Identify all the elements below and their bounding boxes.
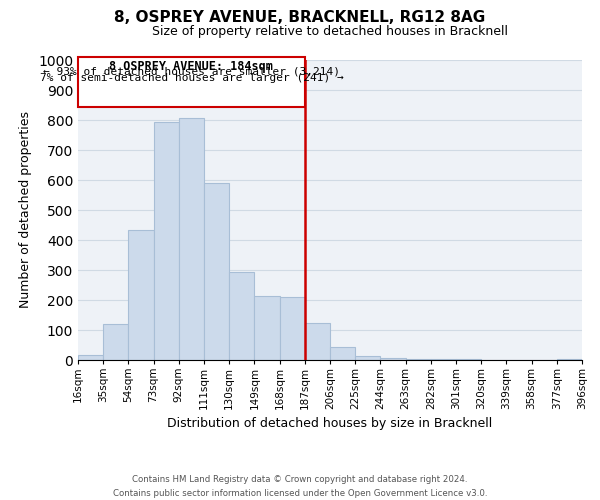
Text: ← 93% of detached houses are smaller (3,214): ← 93% of detached houses are smaller (3,… (43, 66, 340, 76)
Title: Size of property relative to detached houses in Bracknell: Size of property relative to detached ho… (152, 25, 508, 38)
Text: 7% of semi-detached houses are larger (241) →: 7% of semi-detached houses are larger (2… (40, 72, 343, 83)
Bar (154, 122, 179, 360)
Bar (431, 359, 456, 360)
Bar (78, 354, 103, 360)
Bar (103, 324, 128, 360)
Bar (204, 183, 229, 360)
Bar (128, 230, 154, 360)
Text: 8 OSPREY AVENUE: 184sqm: 8 OSPREY AVENUE: 184sqm (109, 60, 274, 73)
Bar (280, 297, 305, 360)
Bar (229, 272, 254, 360)
Bar (179, 118, 204, 360)
X-axis label: Distribution of detached houses by size in Bracknell: Distribution of detached houses by size … (167, 418, 493, 430)
Text: Contains HM Land Registry data © Crown copyright and database right 2024.
Contai: Contains HM Land Registry data © Crown c… (113, 476, 487, 498)
Bar (330, 348, 355, 360)
Bar (406, 358, 431, 360)
Bar (380, 358, 406, 360)
Bar (557, 358, 582, 360)
Text: 8, OSPREY AVENUE, BRACKNELL, RG12 8AG: 8, OSPREY AVENUE, BRACKNELL, RG12 8AG (115, 10, 485, 25)
FancyBboxPatch shape (78, 57, 305, 106)
Y-axis label: Number of detached properties: Number of detached properties (19, 112, 32, 308)
Bar (254, 296, 280, 360)
Bar (305, 322, 330, 360)
Bar (355, 356, 380, 360)
